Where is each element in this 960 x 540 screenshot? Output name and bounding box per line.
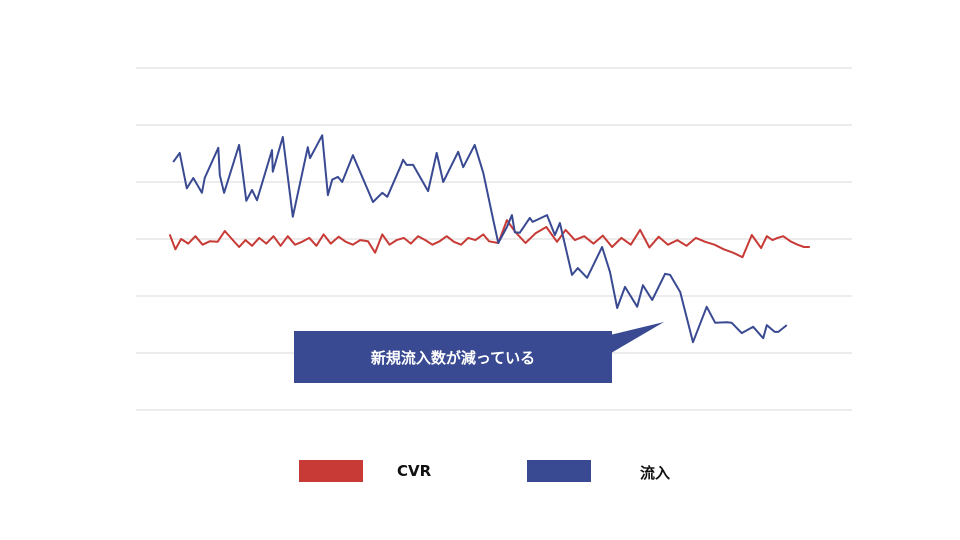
legend-label-cvr: CVR xyxy=(397,462,432,480)
series-line-inflow xyxy=(172,134,788,344)
legend-label-inflow: 流入 xyxy=(640,464,671,482)
callout-pointer xyxy=(606,322,664,356)
legend-swatch-cvr xyxy=(299,460,363,482)
annotation-text: 新規流入数が減っている xyxy=(370,348,536,367)
legend-swatch-inflow xyxy=(527,460,591,482)
series-lines xyxy=(168,134,810,344)
gridlines xyxy=(136,67,852,411)
series-line-cvr xyxy=(168,219,810,259)
annotation-callout: 新規流入数が減っている xyxy=(294,331,612,383)
